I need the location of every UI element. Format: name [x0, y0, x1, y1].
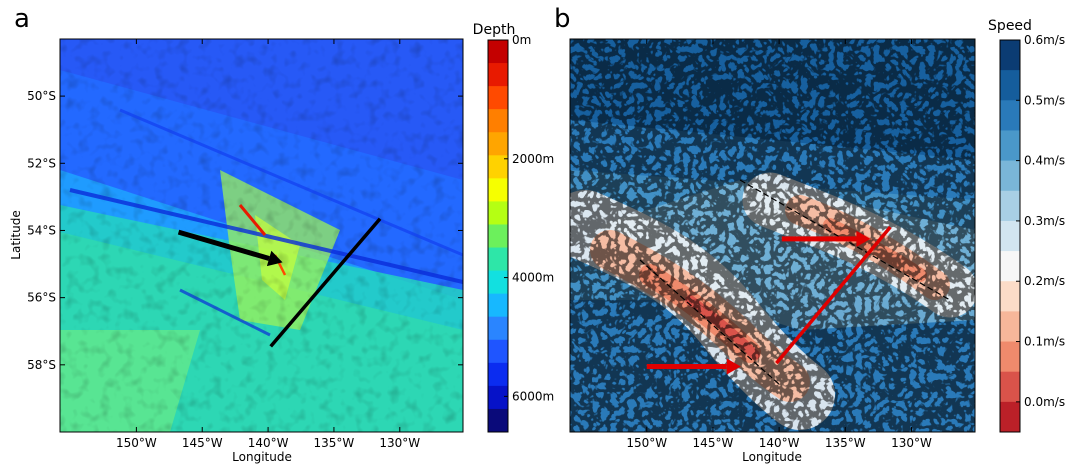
panel-a-x-axis: 150°W 145°W 140°W 135°W 130°W [116, 39, 420, 450]
panel-a-colorbar: 0m 2000m 4000m 6000m [487, 33, 554, 433]
panel-b-frame [569, 38, 976, 433]
colorbar-tick-label: 0.6m/s [1024, 33, 1065, 47]
y-tick-label: 58°S [27, 358, 56, 372]
panel-a-depth: a 150°W 145°W 140°W 135°W 130°W 50°S 52°S 54°S… [9, 4, 554, 464]
x-tick-label: 140°W [759, 436, 800, 450]
colorbar-segment [1000, 311, 1020, 343]
x-tick-label: 150°W [116, 436, 157, 450]
panel-b-annotations [646, 225, 892, 375]
panel-a-x-axis-title: Longitude [232, 450, 292, 464]
x-tick-label: 145°W [182, 436, 223, 450]
colorbar-segment [1000, 251, 1020, 282]
annotation-arrow-shaft [177, 229, 270, 261]
x-tick-label: 130°W [379, 436, 420, 450]
x-tick-label: 130°W [891, 436, 932, 450]
colorbar-segment [1000, 100, 1020, 131]
annotation-arrow-head [266, 250, 283, 267]
colorbar-segment [488, 40, 508, 64]
colorbar-segment [1000, 220, 1020, 252]
panel-b-map-field [570, 39, 975, 432]
colorbar-segment [1000, 130, 1020, 162]
y-tick-label: 50°S [27, 89, 56, 103]
colorbar-segment [1000, 371, 1020, 403]
colorbar-segment [488, 178, 508, 202]
panel-b-x-axis: 150°W 145°W 140°W 135°W 130°W [626, 39, 932, 450]
colorbar-segment [488, 201, 508, 225]
colorbar-frame [487, 39, 509, 433]
colorbar-segment [488, 270, 508, 295]
colorbar-segment [488, 63, 508, 87]
x-tick-label: 140°W [248, 436, 289, 450]
panel-b-colorbar: 0.0m/s 0.1m/s 0.2m/s 0.3m/s 0.4m/s 0.5m/s 0.6m… [999, 33, 1065, 433]
colorbar-segment [488, 362, 508, 387]
colorbar-segment [1000, 40, 1020, 71]
colorbar-tick-label: 0.5m/s [1024, 93, 1065, 107]
colorbar-segment [488, 385, 508, 410]
panel-b-x-axis-title: Longitude [742, 450, 802, 464]
colorbar-tick-label: 2000m [512, 152, 554, 166]
colorbar-tick-label: 0m [512, 33, 531, 47]
colorbar-tick-label: 6000m [512, 389, 554, 403]
colorbar-segment [1000, 401, 1020, 433]
colorbar-segment [488, 132, 508, 156]
colorbar-segment [1000, 190, 1020, 222]
colorbar-segment [1000, 341, 1020, 373]
panel-a-annotations [177, 217, 382, 348]
panel-a-map-field [60, 39, 463, 432]
colorbar-segment [488, 316, 508, 341]
colorbar-segment [1000, 281, 1020, 312]
colorbar-tick-label: 0.3m/s [1024, 214, 1065, 228]
colorbar-segment [488, 408, 508, 433]
y-tick-label: 52°S [27, 156, 56, 170]
annotation-arrow-head [856, 230, 871, 247]
colorbar-segment [1000, 70, 1020, 101]
x-tick-label: 135°W [314, 436, 355, 450]
x-tick-label: 145°W [693, 436, 734, 450]
panel-b-speed: b 150°W 145°W 140°W 135°W 130°W Longitude 0.… [554, 4, 1065, 464]
panel-b-label: b [554, 4, 571, 34]
colorbar-tick-label: 0.2m/s [1024, 274, 1065, 288]
panel-a-frame [59, 38, 464, 433]
colorbar-segment [488, 224, 508, 249]
x-tick-label: 135°W [825, 436, 866, 450]
colorbar-segment [1000, 160, 1020, 192]
x-tick-label: 150°W [626, 436, 667, 450]
colorbar-segment [488, 86, 508, 110]
colorbar-tick-label: 4000m [512, 271, 554, 285]
colorbar-frame [999, 39, 1021, 433]
colorbar-tick-label: 0.4m/s [1024, 154, 1065, 168]
panel-a-y-axis-title: Latitude [9, 210, 23, 259]
colorbar-segment [488, 339, 508, 364]
colorbar-segment [488, 293, 508, 318]
colorbar-segment [488, 247, 508, 272]
y-tick-label: 56°S [27, 291, 56, 305]
colorbar-tick-label: 0.1m/s [1024, 335, 1065, 349]
panel-a-y-axis: 50°S 52°S 54°S 56°S 58°S [27, 89, 463, 372]
panel-a-label: a [14, 4, 30, 34]
colorbar-segment [488, 109, 508, 133]
panel-b-colorbar-title: Speed [988, 18, 1032, 34]
y-tick-label: 54°S [27, 223, 56, 237]
panel-a-colorbar-title: Depth [473, 22, 516, 38]
colorbar-segment [488, 155, 508, 179]
transect-line [775, 225, 892, 365]
transect-line [269, 217, 382, 348]
annotation-arrow-head [726, 358, 741, 375]
colorbar-tick-label: 0.0m/s [1024, 395, 1065, 409]
